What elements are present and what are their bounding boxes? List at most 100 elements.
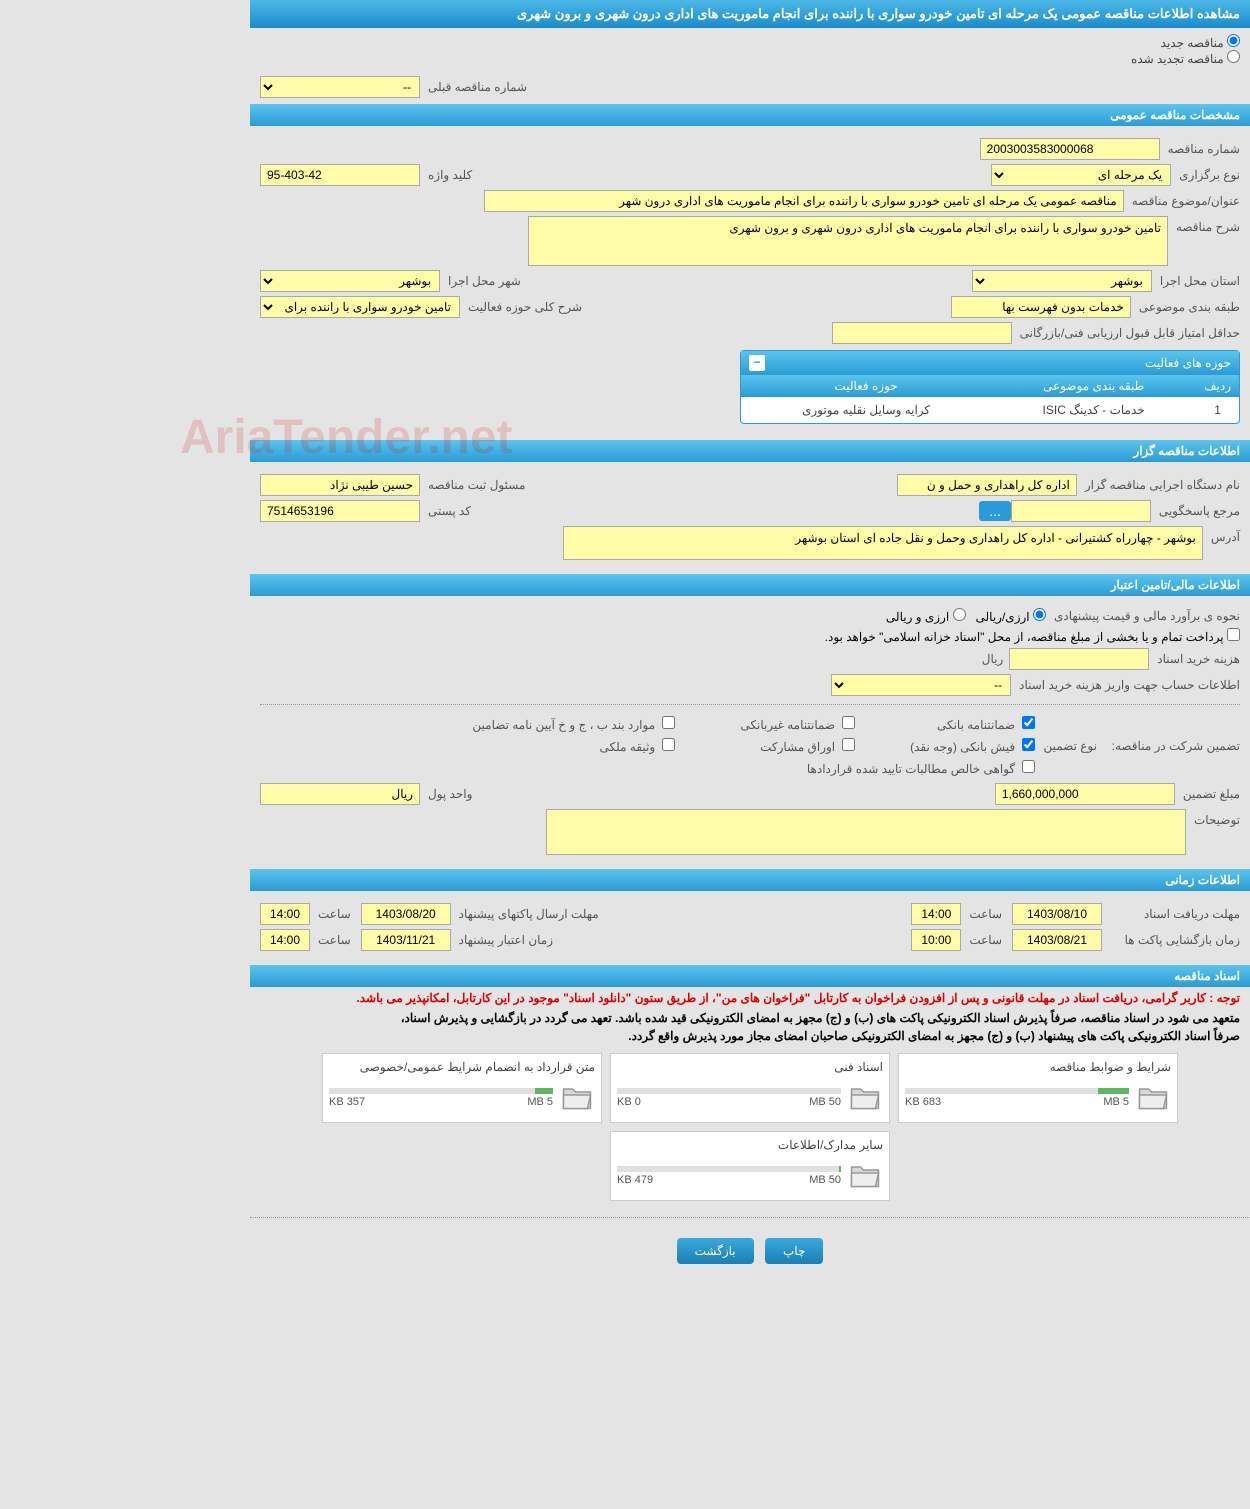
doc-cost-input[interactable]: [1009, 648, 1149, 670]
doc-total: 50 MB: [809, 1174, 841, 1186]
rial-unit: ریال: [982, 652, 1004, 666]
holding-type-select[interactable]: یک مرحله ای: [991, 164, 1171, 186]
notice-black-2: صرفاً اسناد الکترونیکی پاکت های پیشنهاد …: [250, 1027, 1250, 1045]
col-row: ردیف: [1196, 375, 1239, 397]
document-box[interactable]: متن قرارداد به انضمام شرایط عمومی/خصوصی 5…: [322, 1053, 602, 1123]
doc-total: 5 MB: [527, 1096, 553, 1108]
responder-label: مرجع پاسخگویی: [1159, 504, 1240, 518]
receive-date-input[interactable]: [1012, 903, 1102, 925]
doc-title: شرایط و ضوابط مناقصه: [905, 1060, 1171, 1074]
doc-cost-label: هزینه خرید اسناد: [1157, 652, 1240, 666]
notice-red: توجه : کاربر گرامی، دریافت اسناد در مهلت…: [250, 987, 1250, 1009]
treasury-checkbox[interactable]: پرداخت تمام و یا بخشی از مبلغ مناقصه، از…: [825, 628, 1240, 644]
category-input[interactable]: [951, 296, 1131, 318]
notes-textarea[interactable]: [546, 809, 1186, 855]
send-time-input[interactable]: [260, 903, 310, 925]
cb-regulation[interactable]: موارد بند ب ، ج و خ آیین نامه تضامین: [472, 718, 675, 732]
section-financial: اطلاعات مالی/تامین اعتبار: [250, 574, 1250, 596]
province-select[interactable]: بوشهر: [972, 270, 1152, 292]
registrar-label: مسئول ثبت مناقصه: [428, 478, 525, 492]
currency-unit-input[interactable]: [260, 783, 420, 805]
folder-icon: [559, 1080, 595, 1116]
section-organizer: اطلاعات مناقصه گزار: [250, 440, 1250, 462]
doc-title: اسناد فنی: [617, 1060, 883, 1074]
document-box[interactable]: سایر مدارک/اطلاعات 50 MB 479 KB: [610, 1131, 890, 1201]
receive-time-input[interactable]: [911, 903, 961, 925]
radio-renewed-label: مناقصه تجدید شده: [1131, 52, 1224, 66]
holding-type-label: نوع برگزاری: [1179, 168, 1240, 182]
cb-receivables[interactable]: گواهی خالص مطالبات تایید شده قراردادها: [807, 762, 1036, 776]
activity-desc-select[interactable]: تامین خودرو سواری با راننده برای انجام م…: [260, 296, 460, 318]
table-row: 1 خدمات - کدینگ ISIC کرایه وسایل نقلیه م…: [741, 397, 1239, 423]
keyword-input[interactable]: [260, 164, 420, 186]
cb-bonds[interactable]: اوراق مشارکت: [760, 740, 855, 754]
radio-foreign[interactable]: ارزی و ریالی: [886, 608, 966, 624]
doc-used: 357 KB: [329, 1096, 365, 1108]
address-textarea[interactable]: بوشهر - چهارراه کشتیرانی - اداره کل راهد…: [563, 526, 1203, 560]
doc-title: متن قرارداد به انضمام شرایط عمومی/خصوصی: [329, 1060, 595, 1074]
description-label: شرح مناقصه: [1176, 220, 1240, 234]
section-general: مشخصات مناقصه عمومی: [250, 104, 1250, 126]
opening-date-input[interactable]: [1012, 929, 1102, 951]
estimate-label: نحوه ی برآورد مالی و قیمت پیشنهادی: [1054, 609, 1240, 623]
tender-type-radios: مناقصه جدید مناقصه تجدید شده: [250, 28, 1250, 72]
send-deadline-label: مهلت ارسال پاکتهای پیشنهاد: [459, 907, 599, 921]
responder-more-button[interactable]: ...: [979, 501, 1011, 521]
prev-number-select[interactable]: --: [260, 76, 420, 98]
radio-new-label: مناقصه جدید: [1161, 36, 1224, 50]
org-input[interactable]: [897, 474, 1077, 496]
registrar-input[interactable]: [260, 474, 420, 496]
activity-table: حوزه های فعالیت − ردیف طبقه بندی موضوعی …: [740, 350, 1240, 424]
account-select[interactable]: --: [831, 674, 1011, 696]
cell-n: 1: [1196, 397, 1239, 423]
subject-input[interactable]: [484, 190, 1124, 212]
page-title: مشاهده اطلاعات مناقصه عمومی یک مرحله ای …: [250, 0, 1250, 28]
document-box[interactable]: اسناد فنی50 MB0 KB: [610, 1053, 890, 1123]
doc-title: سایر مدارک/اطلاعات: [617, 1138, 883, 1152]
description-textarea[interactable]: تامین خودرو سواری با راننده برای انجام م…: [528, 216, 1168, 266]
province-label: استان محل اجرا: [1160, 274, 1240, 288]
document-box[interactable]: شرایط و ضوابط مناقصه5 MB683 KB: [898, 1053, 1178, 1123]
validity-time-input[interactable]: [260, 929, 310, 951]
notice-black-1: متعهد می شود در اسناد مناقصه، صرفاً پذیر…: [250, 1009, 1250, 1027]
cb-bank-receipt[interactable]: فیش بانکی (وجه نقد): [910, 740, 1035, 754]
doc-total: 50 MB: [809, 1096, 841, 1108]
radio-renewed-tender[interactable]: مناقصه تجدید شده: [1131, 52, 1240, 66]
time-label-4: ساعت: [318, 933, 351, 947]
receive-deadline-label: مهلت دریافت اسناد: [1110, 907, 1240, 921]
tender-number-input[interactable]: [980, 138, 1160, 160]
min-score-input[interactable]: [832, 322, 1012, 344]
activity-table-title: حوزه های فعالیت: [1145, 356, 1231, 370]
section-timing: اطلاعات زمانی: [250, 869, 1250, 891]
activity-desc-label: شرح کلی حوزه فعالیت: [468, 300, 582, 314]
send-date-input[interactable]: [361, 903, 451, 925]
validity-date-input[interactable]: [361, 929, 451, 951]
prev-number-label: شماره مناقصه قبلی: [428, 80, 527, 94]
responder-input[interactable]: [1011, 500, 1151, 522]
activity-table-close-icon[interactable]: −: [749, 355, 765, 371]
cell-category: خدمات - کدینگ ISIC: [991, 397, 1196, 423]
opening-label: زمان بازگشایی پاکت ها: [1110, 933, 1240, 947]
tender-number-label: شماره مناقصه: [1168, 142, 1240, 156]
guarantee-amount-input[interactable]: [995, 783, 1175, 805]
section-documents: اسناد مناقصه: [250, 965, 1250, 987]
min-score-label: حداقل امتیاز قابل قبول ارزیابی فنی/بازرگ…: [1020, 326, 1240, 340]
cb-property[interactable]: وثیقه ملکی: [600, 740, 676, 754]
back-button[interactable]: بازگشت: [677, 1238, 754, 1264]
print-button[interactable]: چاپ: [765, 1238, 823, 1264]
notes-label: توضیحات: [1194, 813, 1240, 827]
opening-time-input[interactable]: [911, 929, 961, 951]
cb-nonbank-guarantee[interactable]: ضمانتنامه غیربانکی: [740, 718, 855, 732]
keyword-label: کلید واژه: [428, 168, 472, 182]
col-category: طبقه بندی موضوعی: [991, 375, 1196, 397]
radio-rial[interactable]: ارزی/ریالی: [976, 608, 1046, 624]
postal-input[interactable]: [260, 500, 420, 522]
category-label: طبقه بندی موضوعی: [1139, 300, 1240, 314]
radio-new-tender[interactable]: مناقصه جدید: [1161, 36, 1240, 50]
address-label: آدرس: [1211, 530, 1240, 544]
cb-bank-guarantee[interactable]: ضمانتنامه بانکی: [937, 718, 1036, 732]
city-select[interactable]: بوشهر: [260, 270, 440, 292]
account-label: اطلاعات حساب جهت واریز هزینه خرید اسناد: [1019, 678, 1240, 692]
doc-used: 479 KB: [617, 1174, 653, 1186]
time-label-3: ساعت: [969, 933, 1002, 947]
